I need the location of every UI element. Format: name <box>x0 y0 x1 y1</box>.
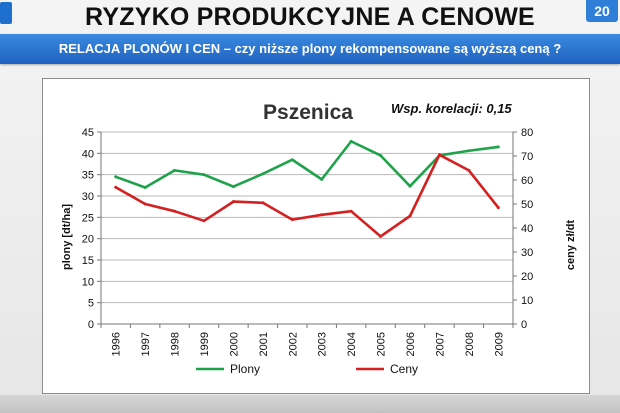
y-tick-label-left: 5 <box>88 298 94 310</box>
data-point-plony <box>349 139 353 143</box>
data-point-plony <box>290 158 294 162</box>
data-point-ceny <box>290 218 294 222</box>
axis-layer: 0 5 10 15 20 25 30 35 40 45 0 10 20 30 40 50 60 70 80 1996 1… <box>82 127 534 356</box>
y-tick-label-right: 80 <box>521 127 533 139</box>
correlation-annotation: Wsp. korelacji: 0,15 <box>391 101 512 116</box>
x-tick-label: 2009 <box>493 332 505 356</box>
legend-label-plony: Plony <box>230 362 260 376</box>
y-tick-label-left: 20 <box>82 234 94 246</box>
subtitle-banner: RELACJA PLONÓW I CEN – czy niższe plony … <box>0 34 620 64</box>
chart-legend: Plony Ceny <box>196 362 418 376</box>
y-axis-label-left: plony [dt/ha] <box>61 204 73 270</box>
data-point-plony <box>320 177 324 181</box>
y-tick-label-right: 60 <box>521 175 533 187</box>
y-tick-label-left: 15 <box>82 255 94 267</box>
data-point-ceny <box>231 200 235 204</box>
y-tick-label-left: 40 <box>82 148 94 160</box>
data-point-plony <box>408 184 412 188</box>
x-tick-label: 2005 <box>376 332 388 356</box>
bottom-bar <box>0 395 620 413</box>
data-point-ceny <box>173 209 177 213</box>
chart-title: Pszenica <box>263 101 353 124</box>
data-point-plony <box>114 175 118 179</box>
data-point-ceny <box>320 213 324 217</box>
series-layer <box>114 139 500 238</box>
x-tick-label: 1998 <box>170 332 182 356</box>
title-accent <box>0 2 12 24</box>
slide-title-text: RYZYKO PRODUKCYJNE A CENOWE <box>85 3 535 31</box>
x-tick-label: 2006 <box>405 332 417 356</box>
y-tick-label-right: 10 <box>521 295 533 307</box>
y-tick-label-right: 20 <box>521 271 533 283</box>
data-point-ceny <box>202 219 206 223</box>
data-point-plony <box>231 185 235 189</box>
line-chart: 0 5 10 15 20 25 30 35 40 45 0 10 20 30 40 50 60 70 80 1996 1… <box>61 101 577 376</box>
y-tick-label-left: 35 <box>82 170 94 182</box>
x-tick-label: 2003 <box>317 332 329 356</box>
data-point-plony <box>467 149 471 153</box>
x-tick-label: 2008 <box>464 332 476 356</box>
data-point-plony <box>261 172 265 176</box>
data-point-plony <box>379 153 383 157</box>
data-point-ceny <box>408 214 412 218</box>
data-point-ceny <box>379 234 383 238</box>
data-point-ceny <box>467 168 471 172</box>
data-point-plony <box>143 185 147 189</box>
x-tick-label: 1996 <box>111 332 123 356</box>
x-tick-label: 1999 <box>199 332 211 356</box>
y-tick-label-right: 50 <box>521 199 533 211</box>
x-tick-label: 2000 <box>228 332 240 356</box>
y-tick-label-left: 45 <box>82 127 94 139</box>
y-tick-label-left: 25 <box>82 212 94 224</box>
y-tick-label-left: 0 <box>88 319 94 331</box>
data-point-plony <box>202 173 206 177</box>
data-point-ceny <box>143 202 147 206</box>
y-tick-label-left: 30 <box>82 191 94 203</box>
x-tick-label: 2007 <box>434 332 446 356</box>
x-tick-label: 2004 <box>346 332 358 356</box>
y-axis-label-right: ceny zł/dt <box>565 220 577 270</box>
data-point-ceny <box>261 201 265 205</box>
data-point-ceny <box>496 206 500 210</box>
chart-frame: 0 5 10 15 20 25 30 35 40 45 0 10 20 30 40 50 60 70 80 1996 1… <box>42 78 590 394</box>
data-point-ceny <box>114 185 118 189</box>
data-point-plony <box>173 168 177 172</box>
y-tick-label-right: 0 <box>521 319 527 331</box>
y-tick-label-right: 70 <box>521 151 533 163</box>
x-tick-label: 2002 <box>287 332 299 356</box>
x-tick-label: 2001 <box>258 332 270 356</box>
x-tick-label: 1997 <box>140 332 152 356</box>
data-point-ceny <box>437 153 441 157</box>
page-number: 20 <box>586 0 618 22</box>
series-line-plony <box>115 140 499 189</box>
data-point-ceny <box>349 209 353 213</box>
y-tick-label-left: 10 <box>82 276 94 288</box>
slide-title: RYZYKO PRODUKCYJNE A CENOWE <box>0 0 620 34</box>
legend-label-ceny: Ceny <box>390 362 418 376</box>
y-tick-label-right: 30 <box>521 247 533 259</box>
y-tick-label-right: 40 <box>521 223 533 235</box>
series-line-ceny <box>115 153 500 238</box>
data-point-plony <box>496 145 500 149</box>
